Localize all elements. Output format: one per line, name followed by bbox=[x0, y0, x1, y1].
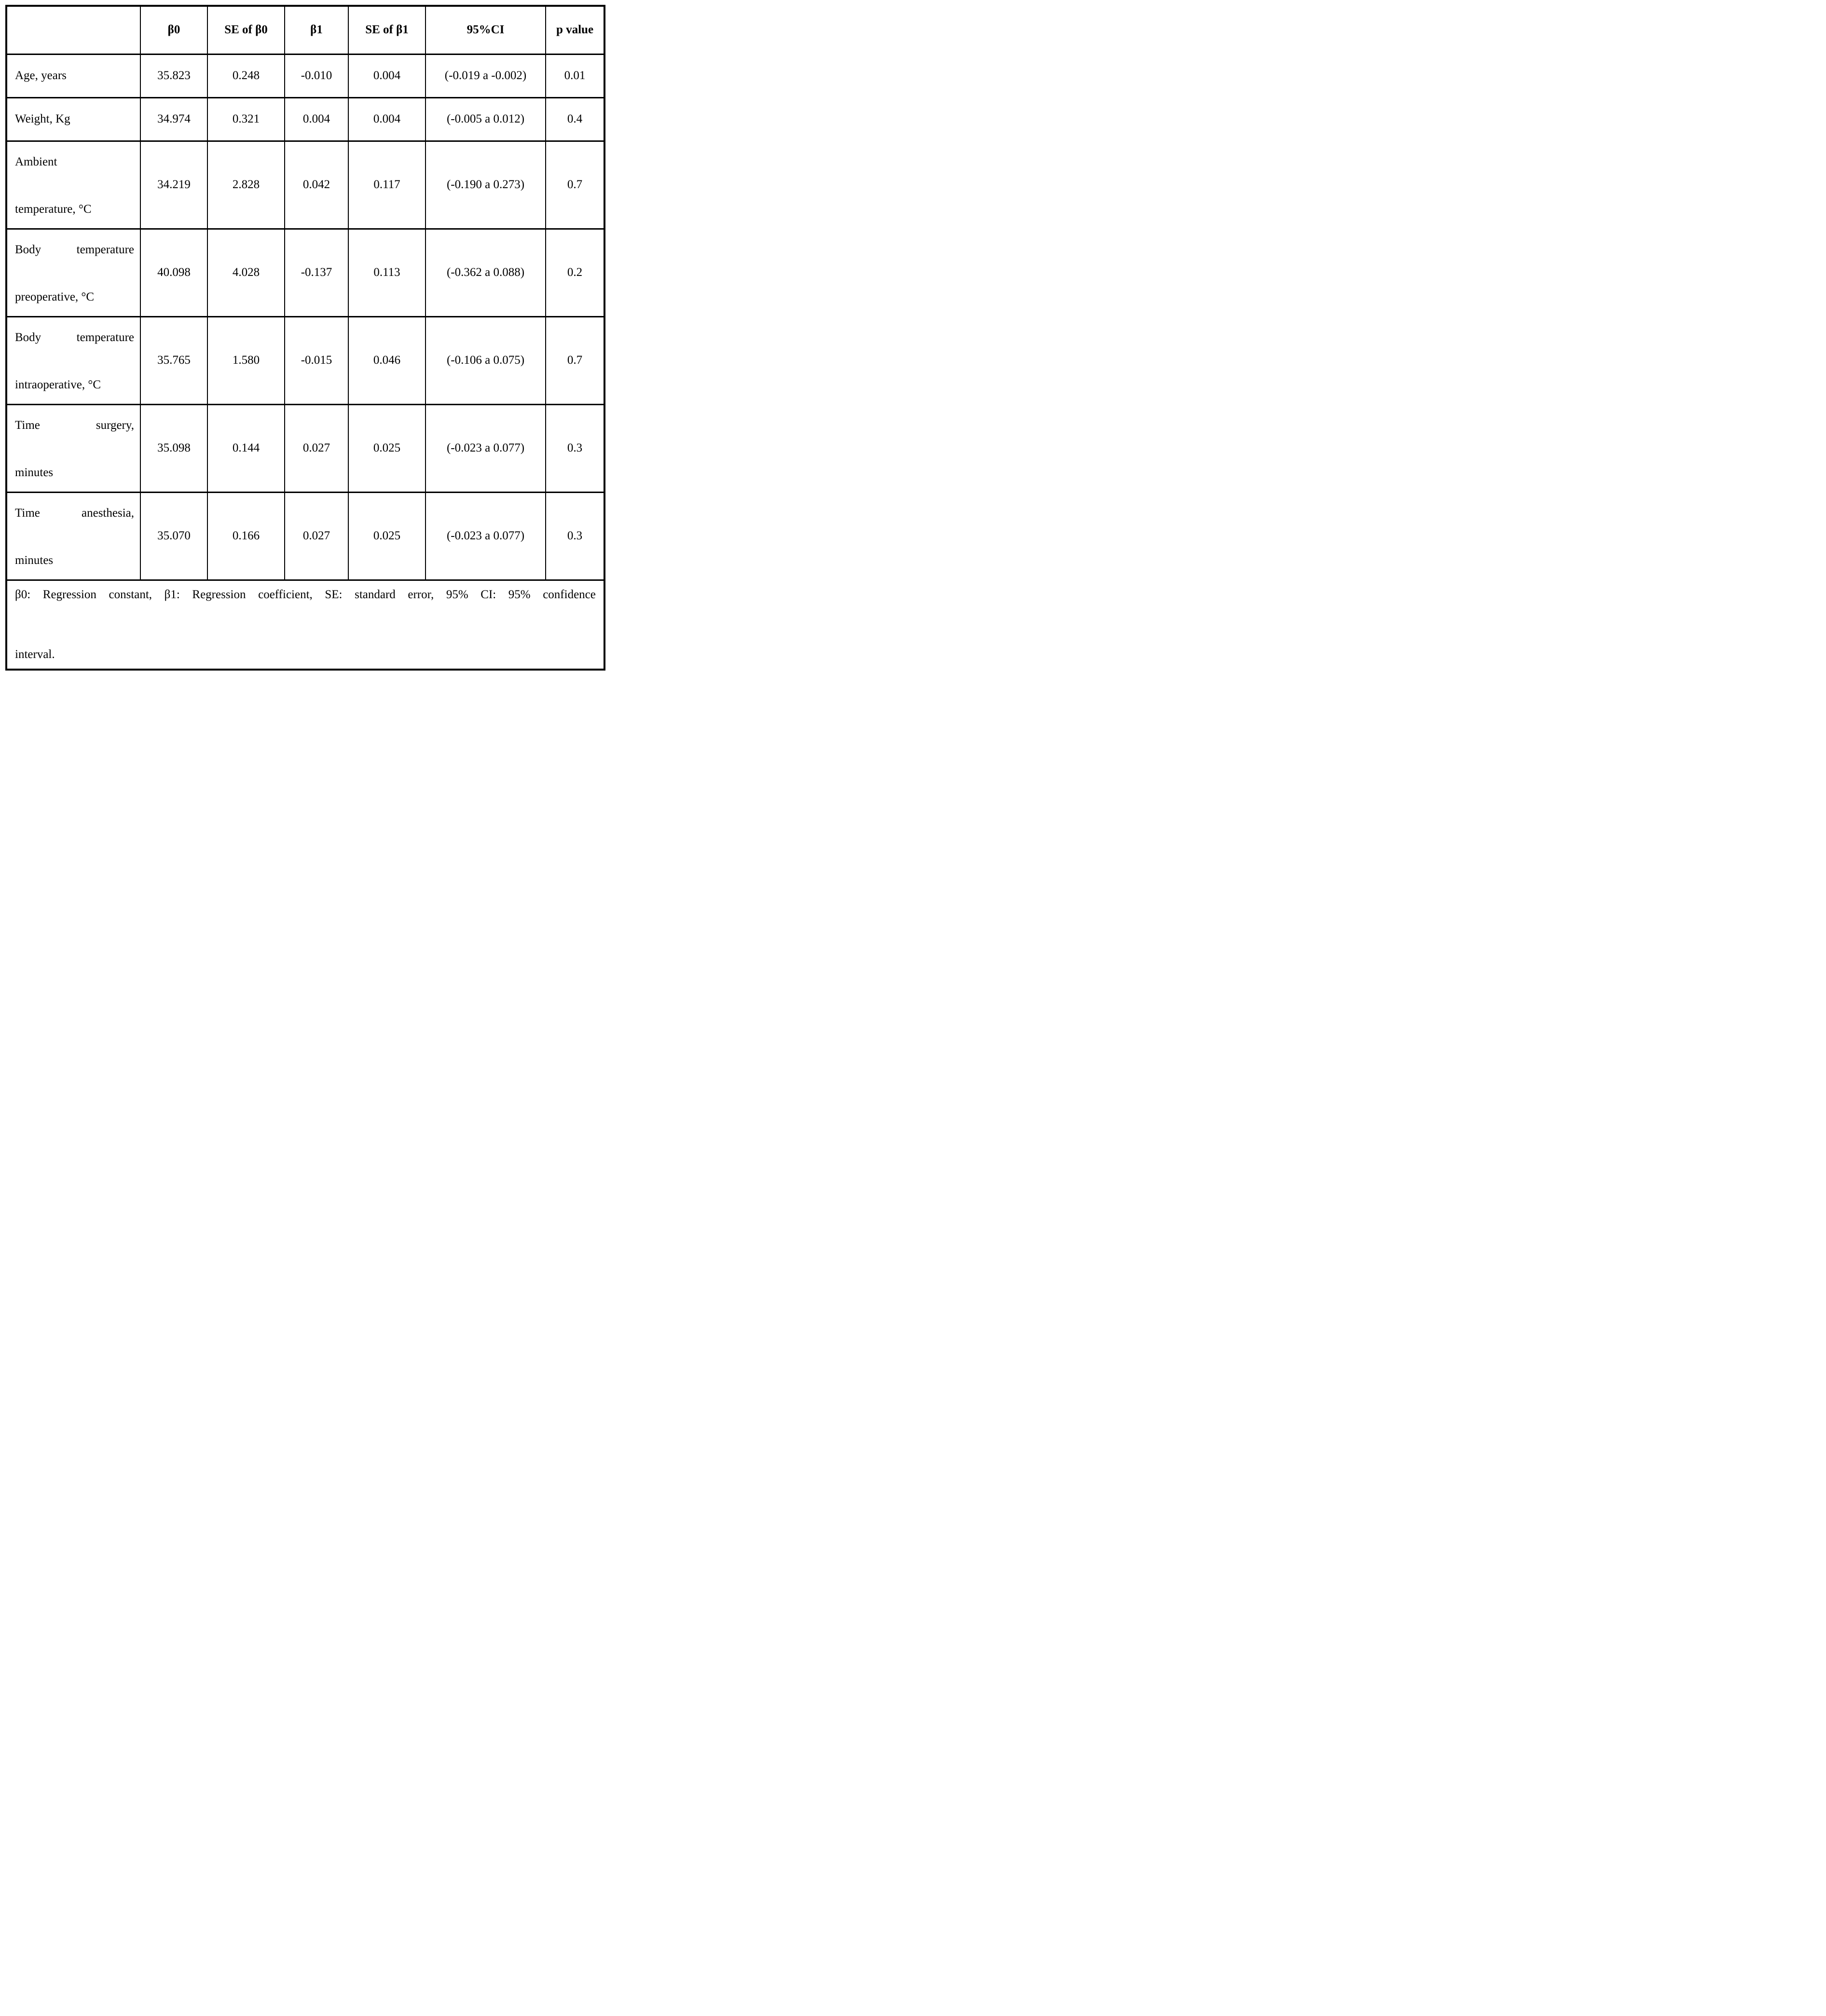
cell-p-value: 0.4 bbox=[545, 96, 605, 142]
cell-b1: -0.137 bbox=[284, 228, 349, 317]
table-row: Age, years 35.823 0.248 -0.010 0.004 (-0.019 … bbox=[6, 53, 605, 98]
table-header: β0 SE of β0 β1 SE of β1 95%CI p value bbox=[6, 5, 605, 55]
column-header-se-b0: SE of β0 bbox=[207, 5, 285, 55]
document-page: β0 SE of β0 β1 SE of β1 95%CI p value Age, ye… bbox=[0, 0, 609, 675]
table-footer: β0: Regression constant, β1: Regression coeff… bbox=[6, 579, 605, 671]
cell-95ci: (-0.005 a 0.012) bbox=[425, 96, 546, 142]
cell-p-value: 0.3 bbox=[545, 491, 605, 581]
row-label: Time surgery, minutes bbox=[6, 403, 141, 493]
cell-se-b0: 0.321 bbox=[207, 96, 285, 142]
cell-b1: 0.027 bbox=[284, 403, 349, 493]
text-line: Body temperature bbox=[15, 243, 134, 256]
text-line: minutes bbox=[15, 554, 54, 567]
cell-b0: 34.219 bbox=[140, 140, 208, 230]
text-line: Age, years bbox=[15, 69, 67, 82]
text-line: minutes bbox=[15, 466, 54, 479]
column-header-p-value: p value bbox=[545, 5, 605, 55]
cell-se-b1: 0.113 bbox=[348, 228, 426, 317]
text-line: intraoperative, °C bbox=[15, 378, 101, 391]
table-row: Time anesthesia, minutes 35.070 0.166 0.027 0.… bbox=[6, 491, 605, 581]
cell-se-b0: 0.166 bbox=[207, 491, 285, 581]
cell-b1: -0.010 bbox=[284, 53, 349, 98]
row-label: Weight, Kg bbox=[6, 96, 141, 142]
cell-p-value: 0.7 bbox=[545, 315, 605, 405]
cell-p-value: 0.3 bbox=[545, 403, 605, 493]
column-header-b0: β0 bbox=[140, 5, 208, 55]
row-label: Age, years bbox=[6, 53, 141, 98]
cell-se-b1: 0.004 bbox=[348, 96, 426, 142]
cell-95ci: (-0.190 a 0.273) bbox=[425, 140, 546, 230]
cell-b1: 0.042 bbox=[284, 140, 349, 230]
cell-95ci: (-0.362 a 0.088) bbox=[425, 228, 546, 317]
cell-95ci: (-0.106 a 0.075) bbox=[425, 315, 546, 405]
text-line: Body temperature bbox=[15, 331, 134, 344]
text-line: temperature, °C bbox=[15, 203, 92, 216]
cell-p-value: 0.01 bbox=[545, 53, 605, 98]
corner-header-cell bbox=[6, 5, 141, 55]
table-row: Body temperature preoperative, °C 40.098 4.0… bbox=[6, 228, 605, 317]
header-row: β0 SE of β0 β1 SE of β1 95%CI p value bbox=[6, 5, 605, 55]
table-row: Weight, Kg 34.974 0.321 0.004 0.004 (-0.005 a… bbox=[6, 96, 605, 142]
row-label: Body temperature preoperative, °C bbox=[6, 228, 141, 317]
cell-se-b0: 4.028 bbox=[207, 228, 285, 317]
cell-se-b1: 0.117 bbox=[348, 140, 426, 230]
cell-95ci: (-0.019 a -0.002) bbox=[425, 53, 546, 98]
cell-95ci: (-0.023 a 0.077) bbox=[425, 491, 546, 581]
table-row: Body temperature intraoperative, °C 35.765 1… bbox=[6, 315, 605, 405]
text-line: Weight, Kg bbox=[15, 112, 70, 125]
cell-se-b1: 0.025 bbox=[348, 491, 426, 581]
row-label: Ambient temperature, °C bbox=[6, 140, 141, 230]
cell-se-b0: 0.248 bbox=[207, 53, 285, 98]
cell-b0: 35.765 bbox=[140, 315, 208, 405]
text-line: Time anesthesia, bbox=[15, 507, 134, 520]
table-row: Time surgery, minutes 35.098 0.144 0.027 0.025… bbox=[6, 403, 605, 493]
row-label: Body temperature intraoperative, °C bbox=[6, 315, 141, 405]
cell-se-b0: 2.828 bbox=[207, 140, 285, 230]
regression-table: β0 SE of β0 β1 SE of β1 95%CI p value Age, ye… bbox=[5, 5, 605, 671]
footnote-row: β0: Regression constant, β1: Regression coeff… bbox=[6, 579, 605, 671]
cell-se-b1: 0.025 bbox=[348, 403, 426, 493]
text-line: β0: Regression constant, β1: Regression coeff… bbox=[15, 588, 596, 601]
cell-se-b0: 1.580 bbox=[207, 315, 285, 405]
cell-b1: 0.004 bbox=[284, 96, 349, 142]
cell-b0: 34.974 bbox=[140, 96, 208, 142]
table-footnote: β0: Regression constant, β1: Regression coeff… bbox=[6, 579, 605, 671]
cell-p-value: 0.7 bbox=[545, 140, 605, 230]
row-label: Time anesthesia, minutes bbox=[6, 491, 141, 581]
cell-p-value: 0.2 bbox=[545, 228, 605, 317]
column-header-95ci: 95%CI bbox=[425, 5, 546, 55]
cell-b0: 40.098 bbox=[140, 228, 208, 317]
cell-95ci: (-0.023 a 0.077) bbox=[425, 403, 546, 493]
cell-b0: 35.070 bbox=[140, 491, 208, 581]
cell-b1: -0.015 bbox=[284, 315, 349, 405]
cell-se-b1: 0.046 bbox=[348, 315, 426, 405]
text-line: Ambient bbox=[15, 155, 57, 168]
cell-b0: 35.098 bbox=[140, 403, 208, 493]
text-line: interval. bbox=[15, 647, 55, 661]
text-line: preoperative, °C bbox=[15, 290, 95, 303]
column-header-se-b1: SE of β1 bbox=[348, 5, 426, 55]
cell-b0: 35.823 bbox=[140, 53, 208, 98]
cell-se-b1: 0.004 bbox=[348, 53, 426, 98]
column-header-b1: β1 bbox=[284, 5, 349, 55]
table-row: Ambient temperature, °C 34.219 2.828 0.042 0.… bbox=[6, 140, 605, 230]
cell-b1: 0.027 bbox=[284, 491, 349, 581]
table-body: Age, years 35.823 0.248 -0.010 0.004 (-0.019 … bbox=[6, 53, 605, 581]
text-line: Time surgery, bbox=[15, 419, 134, 432]
cell-se-b0: 0.144 bbox=[207, 403, 285, 493]
